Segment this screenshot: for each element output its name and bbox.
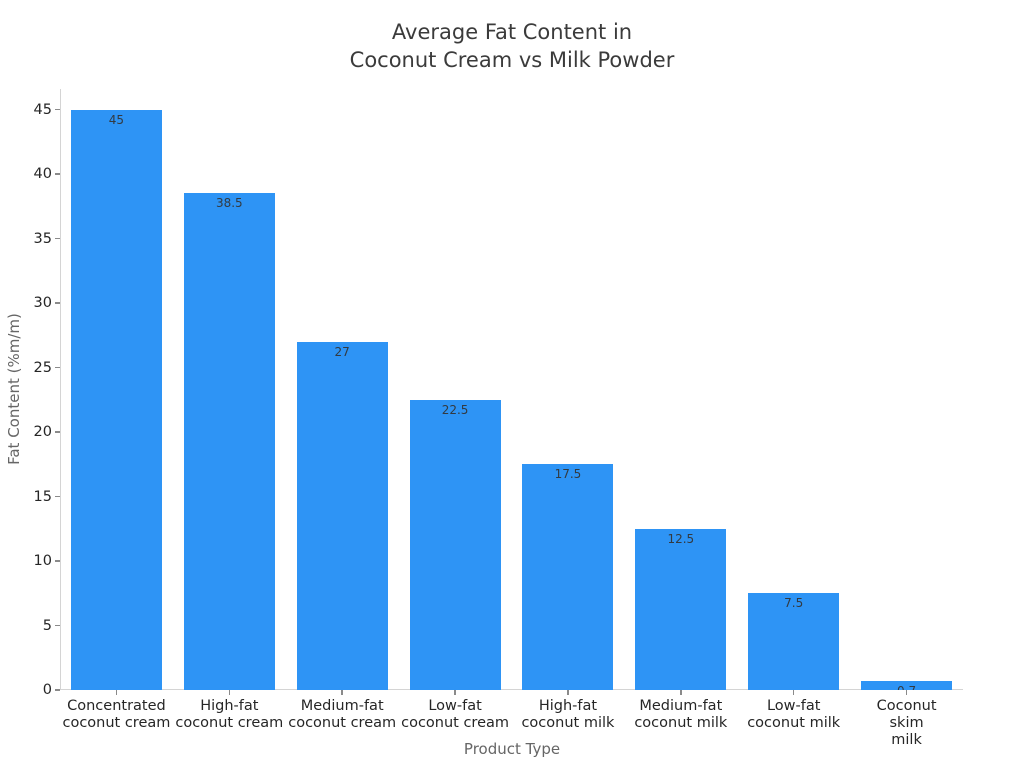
bar-value-label: 0.7 <box>861 684 952 690</box>
y-tick-label: 5 <box>42 617 52 634</box>
y-axis-title: Fat Content (%m/m) <box>5 313 23 465</box>
bar: 27 <box>296 341 388 690</box>
x-tick-mark <box>341 690 343 695</box>
y-tick-label: 25 <box>33 359 52 376</box>
y-tick-mark <box>55 624 60 627</box>
y-tick-label: 0 <box>42 682 52 698</box>
bar-value-label: 45 <box>108 112 125 127</box>
y-tick-label: 10 <box>33 553 52 570</box>
y-tick-mark <box>55 366 60 369</box>
bar: 7.5 <box>748 593 840 690</box>
x-tick-mark <box>228 690 231 695</box>
x-tick-label: Low-fat coconut milk <box>747 698 841 731</box>
y-axis-spine <box>60 89 61 690</box>
x-tick-mark <box>680 690 682 695</box>
bar: 38.5 <box>183 193 275 690</box>
x-tick-label: High-fat coconut milk <box>521 698 615 731</box>
x-tick-mark <box>454 690 456 695</box>
x-tick-mark <box>115 690 118 695</box>
y-tick-mark <box>55 495 60 498</box>
y-tick-mark <box>55 431 60 433</box>
x-axis-title: Product Type <box>463 740 561 758</box>
y-tick-label: 45 <box>33 101 52 118</box>
y-tick-label: 40 <box>33 166 52 183</box>
chart-title: Average Fat Content in Coconut Cream vs … <box>349 20 675 72</box>
y-tick-mark <box>55 237 60 240</box>
bar-value-label: 38.5 <box>215 196 243 211</box>
bar-value-label: 27 <box>334 344 350 359</box>
x-axis-spine <box>60 689 963 690</box>
y-tick-mark <box>55 560 60 562</box>
bar-value-label: 22.5 <box>441 402 469 417</box>
x-tick-mark <box>567 690 569 695</box>
bar: 22.5 <box>409 399 501 690</box>
x-tick-mark <box>792 690 795 695</box>
y-tick-label: 30 <box>33 295 52 312</box>
y-tick-mark <box>55 108 60 111</box>
y-tick-mark <box>55 173 60 175</box>
y-tick-label: 35 <box>33 230 52 247</box>
bar: 12.5 <box>635 528 727 690</box>
x-tick-label: Coconut skim milk <box>876 698 937 748</box>
y-tick-label: 20 <box>33 424 52 441</box>
x-tick-label: High-fat coconut cream <box>175 698 284 731</box>
x-tick-label: Medium-fat coconut milk <box>634 698 728 731</box>
x-tick-mark <box>905 690 908 695</box>
y-tick-mark <box>55 302 60 304</box>
y-tick-mark <box>55 689 60 691</box>
bar-value-label: 7.5 <box>784 596 804 611</box>
plot-area: 0 5 10 15 20 25 30 35 40 45 Concentrated coconut c… <box>34 89 963 748</box>
bar: 45 <box>70 109 162 690</box>
x-tick-label: Concentrated coconut cream <box>62 698 171 731</box>
x-tick-label: Medium-fat coconut cream <box>288 698 397 731</box>
y-tick-label: 15 <box>33 488 52 505</box>
bar-value-label: 17.5 <box>554 467 582 482</box>
bar: 17.5 <box>522 464 614 690</box>
bar: 0.7 <box>861 680 953 690</box>
x-tick-label: Low-fat coconut cream <box>401 698 510 731</box>
bar-value-label: 12.5 <box>667 531 695 546</box>
